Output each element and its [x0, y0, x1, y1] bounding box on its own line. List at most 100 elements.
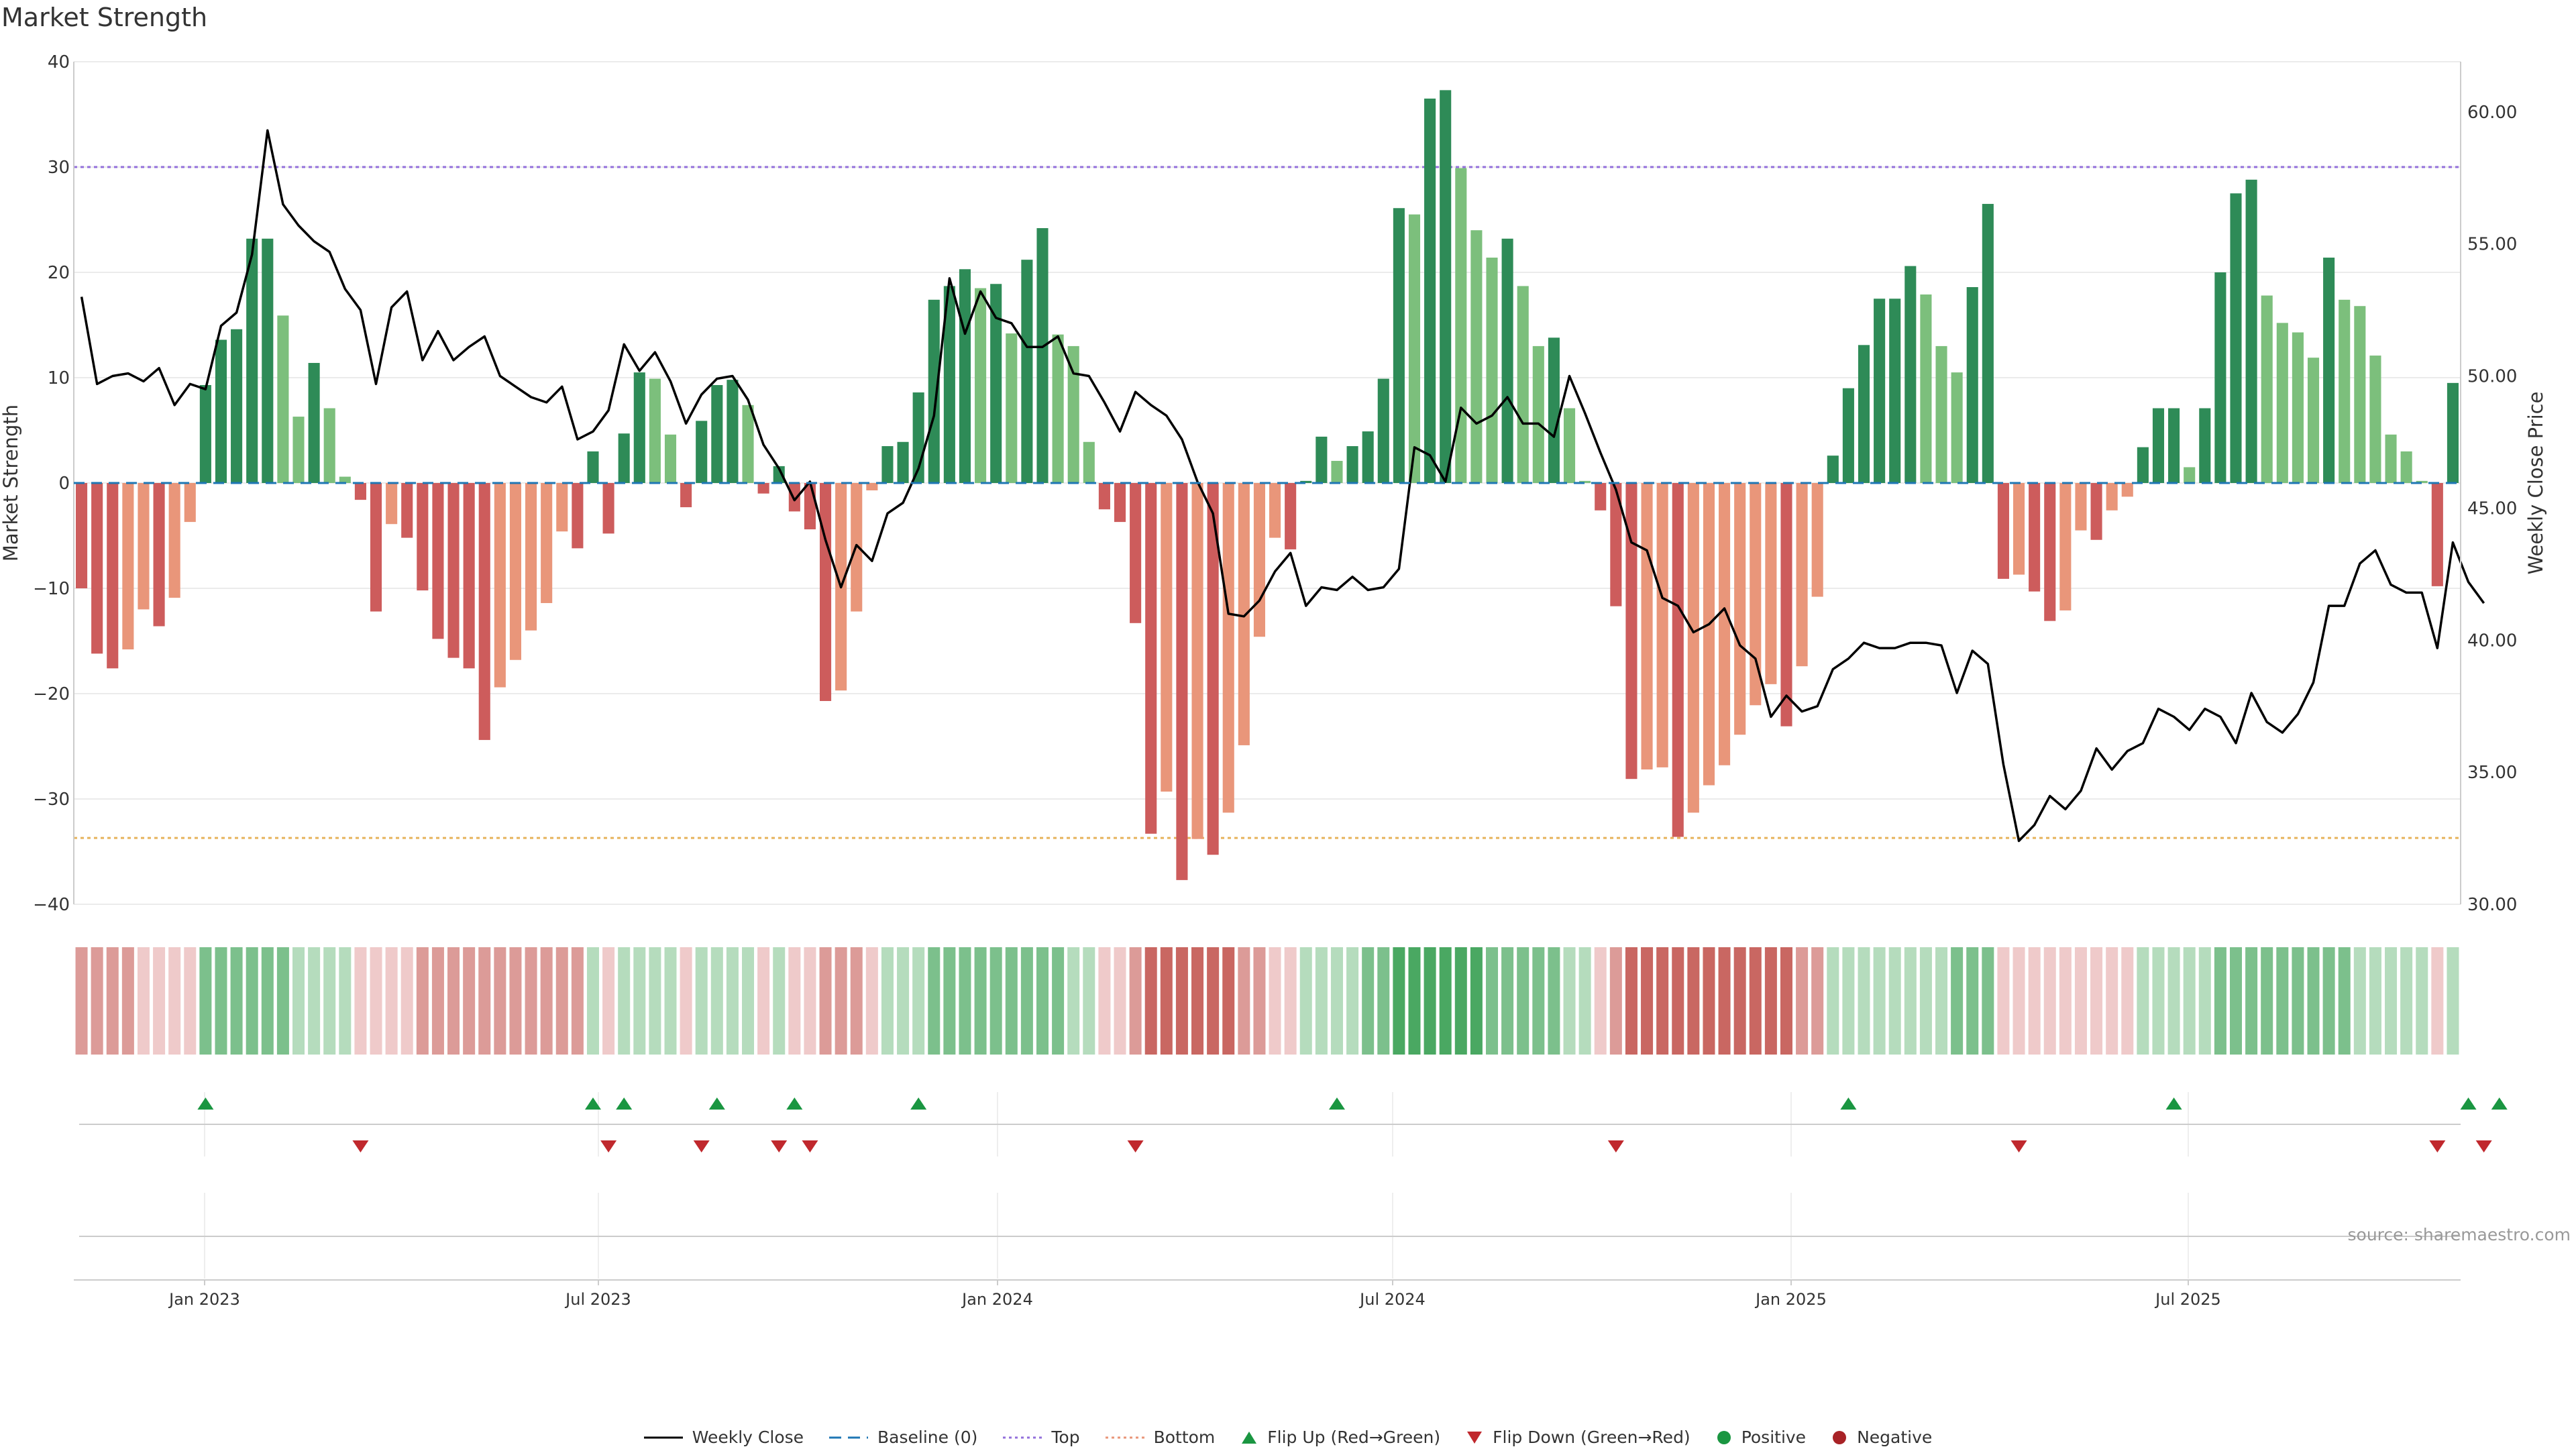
legend-item-baseline[interactable]: Baseline (0)	[829, 1428, 977, 1447]
heat-cell	[308, 947, 321, 1055]
strength-bar	[2276, 323, 2288, 483]
strength-bar	[1331, 461, 1343, 483]
heat-cell	[1067, 947, 1080, 1055]
heat-cell	[2214, 947, 2226, 1055]
flip-up-marker	[2460, 1097, 2477, 1110]
heat-cell	[1191, 947, 1204, 1055]
strength-bar	[386, 483, 398, 525]
heat-cell	[726, 947, 739, 1055]
heat-cell	[710, 947, 723, 1055]
strength-bar	[1440, 90, 1452, 483]
strength-bar	[773, 466, 785, 483]
heat-cell	[1052, 947, 1065, 1055]
strength-bar	[2261, 295, 2273, 483]
heat-cell	[1517, 947, 1529, 1055]
heat-cell	[1222, 947, 1235, 1055]
heat-cell	[2229, 947, 2243, 1055]
strength-bar	[649, 378, 661, 483]
strength-bar	[1750, 483, 1762, 706]
x-tick-label: Jul 2024	[1358, 1290, 1426, 1309]
heat-cell	[2447, 947, 2459, 1055]
legend-item-negative[interactable]: Negative	[1831, 1428, 1932, 1447]
strength-bar	[432, 483, 444, 639]
flip-up-marker	[2491, 1097, 2508, 1110]
strength-bar	[1346, 446, 1358, 483]
heat-cell	[2106, 947, 2118, 1055]
heat-cell	[2012, 947, 2025, 1055]
y-tick-label: 30	[48, 158, 70, 178]
y-tick-label: 0	[58, 474, 70, 494]
heat-cell	[2353, 947, 2366, 1055]
flip-down-marker	[2475, 1140, 2492, 1152]
legend-item-flip-up[interactable]: Flip Up (Red→Green)	[1240, 1428, 1440, 1447]
heat-cell	[1315, 947, 1328, 1055]
heat-cell	[2385, 947, 2398, 1055]
strength-bar	[2121, 483, 2133, 497]
strength-bar	[1889, 299, 1901, 483]
strength-bar	[1238, 483, 1250, 745]
heat-cell	[2121, 947, 2134, 1055]
heat-cell	[788, 947, 801, 1055]
heat-cell	[1997, 947, 2010, 1055]
strength-bar	[1316, 436, 1328, 483]
strength-bar	[1811, 483, 1823, 597]
strength-bar	[478, 483, 490, 741]
flip-down-marker	[2010, 1140, 2027, 1152]
heat-cell	[1578, 947, 1591, 1055]
heat-cell	[137, 947, 150, 1055]
legend-item-flip-down[interactable]: Flip Down (Green→Red)	[1466, 1428, 1690, 1447]
strength-bar	[2385, 434, 2397, 483]
dotted-line-purple-icon	[1003, 1436, 1042, 1438]
strength-bar	[664, 434, 677, 483]
heat-cell	[1966, 947, 1979, 1055]
strength-bar	[711, 384, 723, 483]
legend-item-bottom[interactable]: Bottom	[1105, 1428, 1215, 1447]
heat-cell	[1811, 947, 1824, 1055]
legend-label: Top	[1051, 1428, 1080, 1447]
heat-cell	[555, 947, 568, 1055]
legend-item-weekly-close[interactable]: Weekly Close	[643, 1428, 804, 1447]
strength-bar	[1904, 266, 1917, 483]
heat-cell	[478, 947, 491, 1055]
strength-bar	[2199, 408, 2211, 483]
heat-cell	[1501, 947, 1514, 1055]
heat-cell	[106, 947, 119, 1055]
strength-bars	[76, 90, 2459, 880]
strength-bar	[1517, 286, 1529, 483]
heat-cell	[1439, 947, 1452, 1055]
strength-bar	[1579, 480, 1591, 483]
heat-cell	[680, 947, 692, 1055]
heat-cell	[292, 947, 305, 1055]
heat-cell	[1982, 947, 1994, 1055]
strength-bar	[618, 433, 630, 483]
strength-bar	[2245, 179, 2257, 483]
strength-bar	[1114, 483, 1126, 523]
legend-label: Baseline (0)	[877, 1428, 978, 1447]
heat-cell	[881, 947, 894, 1055]
strength-bar	[1734, 483, 1746, 735]
strength-bar	[1874, 299, 1886, 483]
flip-down-marker	[693, 1140, 710, 1152]
strength-bar	[2354, 306, 2366, 483]
strength-bar	[2230, 193, 2242, 483]
heat-cell	[912, 947, 925, 1055]
heat-cell	[757, 947, 770, 1055]
strength-bar	[990, 284, 1002, 483]
heat-cell	[2307, 947, 2320, 1055]
heat-cell	[230, 947, 243, 1055]
heat-cell	[121, 947, 134, 1055]
strength-bar	[138, 483, 150, 610]
heat-cell	[184, 947, 197, 1055]
heat-cell	[2369, 947, 2381, 1055]
strength-bar	[541, 483, 553, 603]
heat-cell	[1036, 947, 1049, 1055]
legend-item-positive[interactable]: Positive	[1716, 1428, 1806, 1447]
heat-cell	[1020, 947, 1033, 1055]
heat-cell	[602, 947, 615, 1055]
legend-item-top[interactable]: Top	[1003, 1428, 1080, 1447]
dotted-line-orange-icon	[1105, 1436, 1144, 1438]
weekly-close-line	[80, 129, 2485, 843]
strength-bar	[2075, 483, 2087, 531]
strength-bar	[1191, 483, 1203, 839]
heat-cell	[1749, 947, 1762, 1055]
